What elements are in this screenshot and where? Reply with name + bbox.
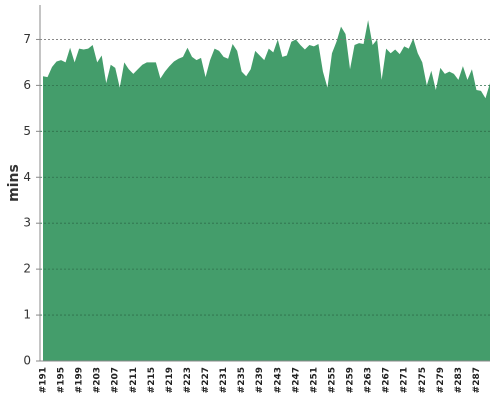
x-tick-label: #247 (291, 367, 301, 393)
x-tick-label: #251 (309, 367, 319, 393)
x-tick-label: #267 (382, 367, 392, 393)
x-tick-label: #223 (183, 367, 193, 393)
x-tick-label: #283 (454, 367, 464, 393)
x-tick-label: #195 (57, 367, 67, 393)
x-tick-label: #215 (147, 367, 157, 393)
x-tick-label: #255 (327, 367, 337, 393)
x-tick-label: #199 (75, 367, 85, 393)
y-tick-label: 2 (23, 262, 31, 276)
x-tick-label: #259 (346, 367, 356, 393)
x-tick-label: #271 (400, 367, 410, 393)
x-tick-label: #231 (219, 367, 229, 393)
x-tick-label: #203 (93, 367, 103, 393)
x-tick-label: #287 (472, 367, 482, 393)
y-tick-label: 6 (23, 78, 31, 92)
y-tick-label: 3 (23, 216, 31, 230)
x-tick-label: #275 (418, 367, 428, 393)
x-tick-label: #191 (39, 367, 49, 393)
y-tick-label: 0 (23, 354, 31, 368)
y-tick-label: 5 (23, 124, 31, 138)
y-tick-label: 7 (23, 32, 31, 46)
x-tick-label: #207 (111, 367, 121, 393)
x-tick-label: #219 (165, 367, 175, 393)
x-tick-label: #235 (237, 367, 247, 393)
y-axis-label: mins (6, 164, 22, 202)
x-tick-label: #227 (201, 367, 211, 393)
x-tick-label: #211 (129, 367, 139, 393)
x-tick-label: #263 (364, 367, 374, 393)
x-tick-label: #239 (255, 367, 265, 393)
y-tick-label: 4 (23, 170, 31, 184)
area (43, 20, 490, 361)
x-tick-label: #279 (436, 367, 446, 393)
x-tick-label: #243 (273, 367, 283, 393)
y-tick-label: 1 (23, 308, 31, 322)
